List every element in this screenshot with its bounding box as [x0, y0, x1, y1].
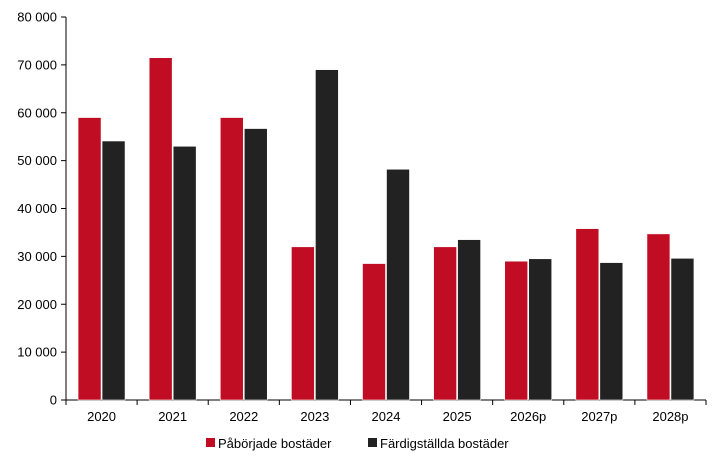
bar-paborjade: [219, 117, 244, 401]
bar-fardigstallda: [315, 69, 339, 401]
x-tick-label: 2023: [300, 409, 329, 424]
bar-fardigstallda: [386, 168, 410, 401]
bar-paborjade: [646, 233, 671, 401]
legend-label-1: Färdigställda bostäder: [380, 436, 509, 451]
bar-paborjade: [575, 228, 600, 401]
bar-paborjade: [433, 246, 457, 401]
y-tick-label: 10 000: [17, 345, 57, 360]
bar-paborjade: [77, 117, 102, 401]
bar-fardigstallda: [457, 239, 481, 401]
x-tick-label: 2026p: [510, 409, 546, 424]
x-tick-label: 2022: [229, 409, 258, 424]
bar-paborjade: [504, 260, 529, 401]
bar-fardigstallda: [599, 262, 624, 401]
bars: [77, 57, 695, 401]
legend-label-0: Påbörjade bostäder: [218, 436, 332, 451]
bar-paborjade: [148, 57, 173, 401]
bar-fardigstallda: [243, 128, 268, 401]
bar-fardigstallda: [101, 140, 126, 401]
y-tick-label: 0: [50, 393, 57, 408]
bar-fardigstallda: [528, 258, 553, 401]
bar-paborjade: [362, 263, 386, 401]
y-tick-label: 40 000: [17, 201, 57, 216]
y-tick-label: 50 000: [17, 153, 57, 168]
x-tick-label: 2024: [372, 409, 401, 424]
x-tick-label: 2025: [443, 409, 472, 424]
x-tick-label: 2021: [158, 409, 187, 424]
x-tick-label: 2028p: [652, 409, 688, 424]
y-tick-label: 60 000: [17, 105, 57, 120]
legend-swatch-1: [368, 438, 377, 447]
y-tick-label: 80 000: [17, 10, 57, 25]
legend-swatch-0: [206, 438, 215, 447]
x-axis: 2020 2021 2022 2023 2024 2025 2026p 2027p 2028p: [65, 399, 707, 424]
y-tick-label: 30 000: [17, 249, 57, 264]
y-axis: 0 10 000 20 000 30 000 40 000 50 000 60 000 70 …: [17, 10, 67, 408]
bar-fardigstallda: [172, 145, 197, 401]
legend: Påbörjade bostäder Färdigställda bostäder: [206, 436, 509, 451]
bar-fardigstallda: [670, 257, 695, 401]
bar-paborjade: [291, 246, 315, 401]
y-tick-label: 20 000: [17, 297, 57, 312]
y-tick-label: 70 000: [17, 57, 57, 72]
x-tick-label: 2027p: [581, 409, 617, 424]
x-tick-label: 2020: [87, 409, 116, 424]
